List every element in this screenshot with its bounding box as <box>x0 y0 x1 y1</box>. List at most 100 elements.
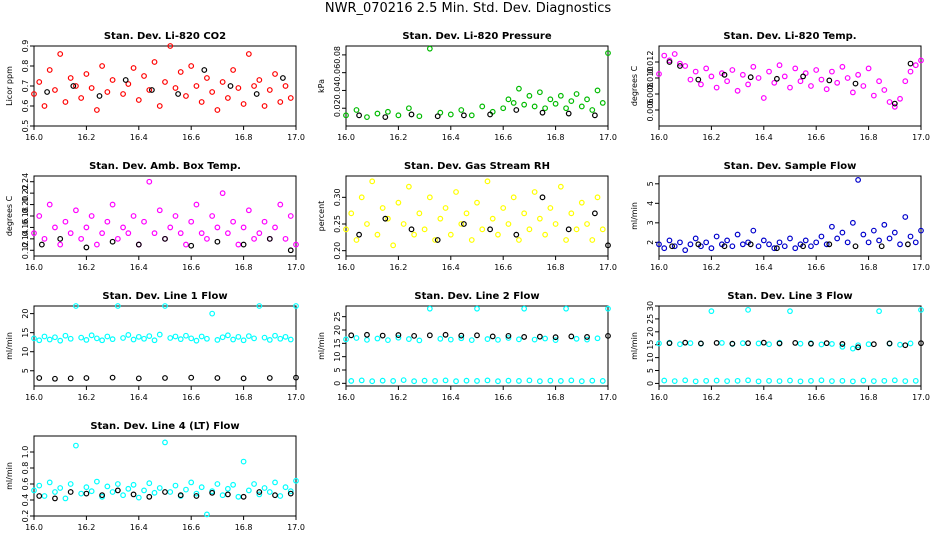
data-point <box>88 332 95 339</box>
data-point <box>272 71 278 77</box>
x-tick-label: 16.8 <box>860 393 878 402</box>
x-tick-label: 16.2 <box>77 133 95 142</box>
data-point <box>755 340 762 347</box>
y-tick-label: 0.4 <box>21 494 30 507</box>
data-point <box>41 103 48 109</box>
data-point <box>36 213 43 219</box>
data-point <box>839 229 846 236</box>
x-tick-label: 16.4 <box>130 263 148 272</box>
data-point <box>536 215 543 222</box>
data-point <box>474 305 480 312</box>
data-point <box>750 63 757 70</box>
data-point <box>214 107 221 113</box>
data-point <box>277 201 284 208</box>
y-tick-label: 5 <box>646 181 655 186</box>
x-tick-label: 16.2 <box>77 523 95 532</box>
data-point <box>36 79 43 85</box>
data-point <box>426 305 433 312</box>
data-point <box>408 226 415 233</box>
data-point <box>724 237 731 244</box>
data-point <box>57 337 64 344</box>
data-point <box>671 378 678 384</box>
y-tick-label: 0.20 <box>21 196 30 214</box>
data-point <box>261 218 268 225</box>
y-tick-label: 0.5 <box>21 120 30 133</box>
data-point <box>219 190 226 197</box>
data-point <box>432 237 438 243</box>
data-point <box>416 113 423 120</box>
data-point <box>193 490 200 497</box>
data-point <box>823 241 830 248</box>
series-1 <box>656 51 924 110</box>
data-point <box>718 340 725 346</box>
data-point <box>109 77 116 83</box>
data-point <box>183 332 189 339</box>
x-tick-label: 17.0 <box>912 133 930 142</box>
data-point <box>881 87 888 93</box>
data-point <box>209 310 216 317</box>
data-point <box>73 303 79 309</box>
data-point <box>172 85 179 91</box>
data-point <box>214 375 221 381</box>
data-point <box>52 375 58 382</box>
data-point <box>364 114 370 121</box>
y-tick-label: 0.22 <box>21 184 30 202</box>
data-point <box>594 87 601 94</box>
data-point <box>852 243 859 250</box>
subplot-1: Stan. Dev. Li-820 CO2 16.0 16.2 16.4 16.6 16.… <box>5 31 305 142</box>
data-point <box>235 333 242 340</box>
data-point <box>385 337 391 344</box>
data-point <box>565 110 572 117</box>
data-point <box>557 92 564 99</box>
data-point <box>141 335 147 342</box>
data-point <box>348 332 355 339</box>
data-point <box>421 226 428 233</box>
data-point <box>188 63 195 69</box>
data-point <box>130 481 137 488</box>
data-point <box>479 226 486 233</box>
data-point <box>261 485 268 491</box>
data-point <box>599 378 606 384</box>
data-point <box>907 68 914 75</box>
data-point <box>677 60 683 67</box>
data-point <box>256 303 263 309</box>
data-point <box>282 484 289 491</box>
y-tick-label: 0.010 <box>646 67 655 90</box>
data-point <box>902 214 909 220</box>
data-point <box>489 333 496 340</box>
data-point <box>183 241 189 248</box>
data-point <box>353 335 360 341</box>
y-tick-label: 5 <box>646 368 655 373</box>
data-point <box>484 178 491 185</box>
data-point <box>891 229 898 236</box>
data-point <box>109 336 116 343</box>
data-point <box>224 491 231 498</box>
data-point <box>881 377 888 384</box>
data-point <box>703 377 710 384</box>
data-point <box>183 486 189 493</box>
data-point <box>479 103 486 110</box>
data-point <box>531 189 538 195</box>
plot-frame <box>345 175 609 257</box>
data-point <box>99 63 106 69</box>
data-point <box>834 235 841 242</box>
data-point <box>287 490 294 497</box>
series-1 <box>656 306 924 385</box>
data-point <box>41 493 48 499</box>
data-point <box>829 68 835 75</box>
data-point <box>563 237 569 243</box>
data-point <box>73 442 79 449</box>
data-point <box>834 79 841 86</box>
data-point <box>114 303 121 309</box>
data-point <box>912 62 919 69</box>
x-tick-label: 16.6 <box>807 393 825 402</box>
y-axis-label: ml/min <box>317 332 326 360</box>
data-point <box>463 377 470 384</box>
x-tick-label: 16.2 <box>389 393 407 402</box>
data-point <box>542 335 549 342</box>
data-point <box>823 340 830 347</box>
data-point <box>146 87 153 93</box>
data-point <box>516 85 522 92</box>
data-point <box>453 189 459 195</box>
